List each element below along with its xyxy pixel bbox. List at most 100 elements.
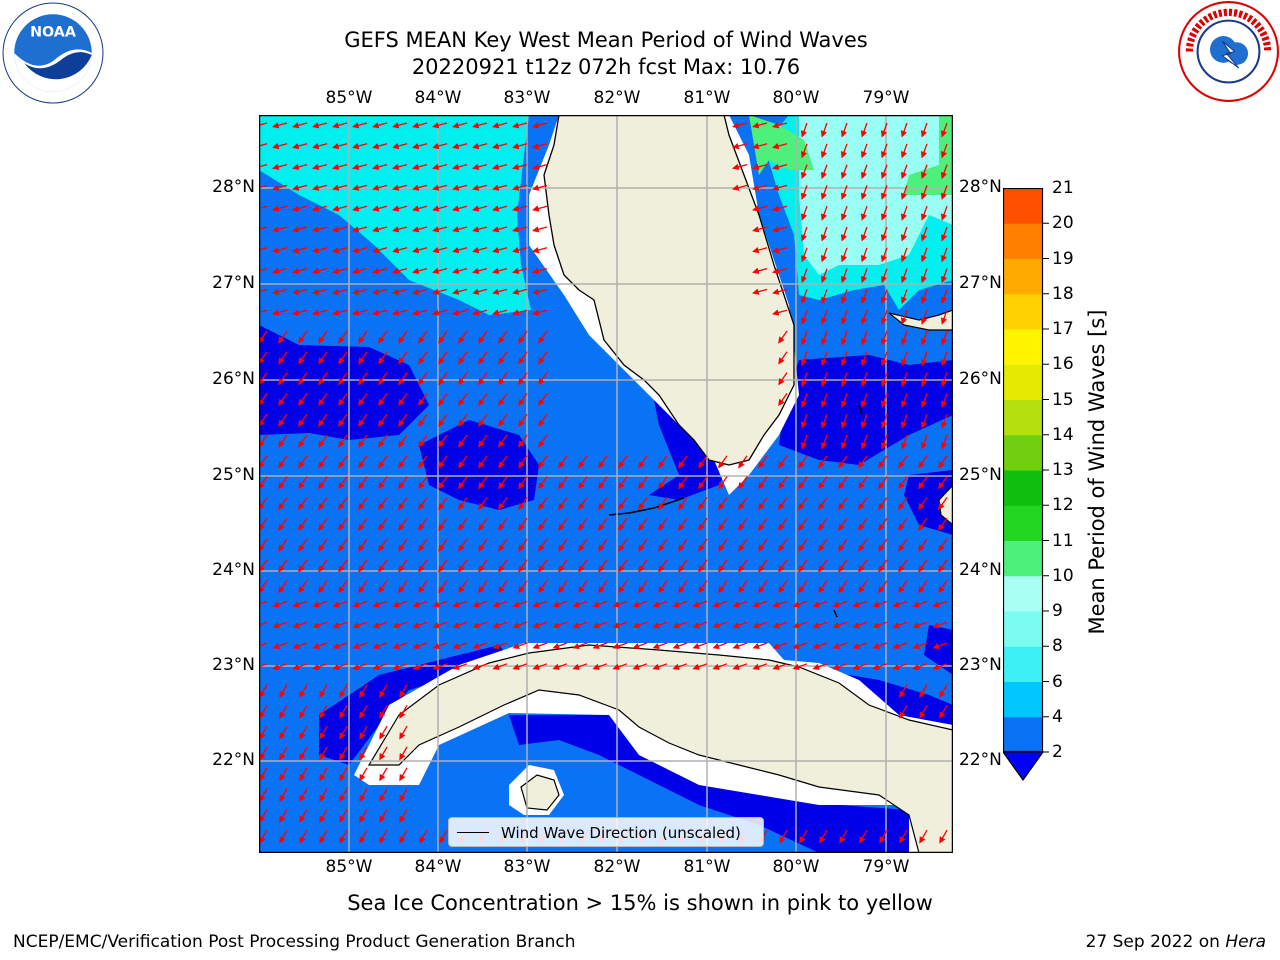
wind-arrow-head [412, 122, 420, 129]
wind-arrow-head [278, 502, 285, 511]
wind-arrow-head [378, 461, 385, 469]
wind-arrow-head [692, 601, 700, 608]
wind-arrow-head [612, 643, 620, 650]
wind-arrow-head [752, 163, 760, 170]
wind-arrow-head [458, 336, 465, 344]
wind-arrow-head [938, 482, 945, 490]
wind-arrow-head [892, 622, 900, 629]
wind-arrow-head [752, 267, 760, 274]
wind-arrow-head [292, 184, 300, 191]
wind-arrow-head [458, 440, 465, 448]
colorbar-segment [1003, 329, 1043, 365]
wind-arrow-head [872, 601, 880, 608]
wind-arrow-head [738, 502, 745, 511]
wind-arrow-head [332, 601, 340, 608]
wind-arrow-head [532, 184, 540, 191]
wind-arrow-head [772, 163, 780, 170]
colorbar-tick: 9 [1052, 601, 1063, 621]
wind-arrow-head [279, 732, 286, 740]
wind-arrow-head [292, 643, 300, 650]
wind-arrow-head [278, 336, 285, 344]
wind-arrow-head [352, 622, 360, 629]
wind-arrow-head [840, 400, 847, 408]
wind-arrow-head [398, 378, 405, 386]
wind-arrow-head [372, 601, 380, 608]
wind-arrow-head [878, 586, 885, 594]
wind-arrow-head [880, 275, 887, 284]
wind-arrow-head [438, 378, 445, 386]
wind-arrow-head [860, 421, 867, 429]
wind-arrow-head [538, 586, 545, 594]
wind-arrow-head [880, 421, 887, 429]
wind-arrow-head [632, 601, 640, 608]
wind-arrow-head [840, 379, 847, 388]
wind-arrow-head [840, 255, 847, 263]
wind-arrow-head [818, 544, 825, 552]
wind-arrow-head [432, 643, 440, 650]
wind-arrow-head [392, 267, 400, 274]
wind-arrow-head [338, 544, 345, 552]
wind-arrow-head [878, 461, 885, 469]
wind-arrow-head [772, 663, 780, 670]
wind-arrow-head [558, 544, 565, 552]
wind-arrow-head [272, 142, 280, 150]
wind-arrow-head [432, 309, 440, 316]
wind-arrow-head [472, 622, 480, 629]
wind-arrow-head [732, 184, 740, 191]
bahamas-andros [938, 484, 953, 526]
wind-arrow-head [392, 142, 400, 150]
wind-arrow-head [392, 601, 400, 608]
wind-arrow-head [918, 565, 925, 573]
wind-arrow-head [840, 338, 847, 346]
wind-arrow-head [880, 255, 887, 263]
wind-arrow-head [892, 601, 900, 608]
wind-arrow-head [399, 753, 406, 761]
wind-arrow-head [338, 419, 345, 427]
wind-arrow-head [352, 643, 360, 650]
wind-arrow-head [860, 275, 867, 284]
colorbar-tick: 21 [1052, 178, 1074, 198]
wind-arrow-head [858, 502, 865, 511]
wind-arrow-head [472, 601, 480, 608]
wind-arrow-head [498, 482, 505, 490]
wind-arrow-head [912, 622, 920, 629]
wind-arrow-head [472, 226, 480, 233]
colorbar-tick: 4 [1052, 706, 1063, 727]
lon-tick-top: 79°W [862, 88, 910, 108]
wind-arrow-head [718, 565, 725, 573]
wind-arrow-head [672, 663, 680, 670]
wind-arrow-head [940, 275, 947, 284]
wind-arrow-head [838, 502, 845, 511]
wind-arrow-head [398, 336, 405, 344]
wind-arrow-head [532, 622, 540, 629]
wind-arrow-head [618, 502, 625, 511]
wind-arrow-head [632, 663, 640, 670]
wind-arrow-head [279, 753, 286, 761]
wind-arrow-head [438, 523, 445, 531]
wind-arrow-head [399, 794, 406, 803]
wind-arrow-head [820, 234, 827, 242]
wind-arrow-head [472, 288, 480, 295]
wind-arrow-head [778, 565, 785, 573]
wind-arrow-head [840, 275, 847, 284]
wind-arrow-head [578, 544, 585, 552]
wind-arrow-head [852, 601, 860, 608]
wind-arrow-head [338, 482, 345, 490]
wind-arrow-head [478, 586, 485, 594]
wind-arrow-head [432, 246, 440, 254]
wind-arrow-head [818, 565, 825, 573]
wind-arrow-head [860, 442, 867, 450]
wind-arrow-head [292, 163, 300, 170]
wind-arrow-head [658, 586, 665, 594]
wind-arrow-head [712, 622, 720, 629]
wind-arrow-head [398, 357, 405, 365]
wind-arrow-head [312, 309, 320, 316]
footer-credit: NCEP/EMC/Verification Post Processing Pr… [13, 932, 576, 952]
wind-arrow-head [318, 336, 325, 344]
wind-arrow-head [398, 482, 405, 490]
wind-arrow-head [900, 359, 907, 367]
wind-arrow-head [478, 440, 485, 448]
wind-arrow-head [840, 442, 847, 450]
wind-arrow-head [538, 565, 545, 573]
wind-arrow-head [938, 586, 945, 594]
